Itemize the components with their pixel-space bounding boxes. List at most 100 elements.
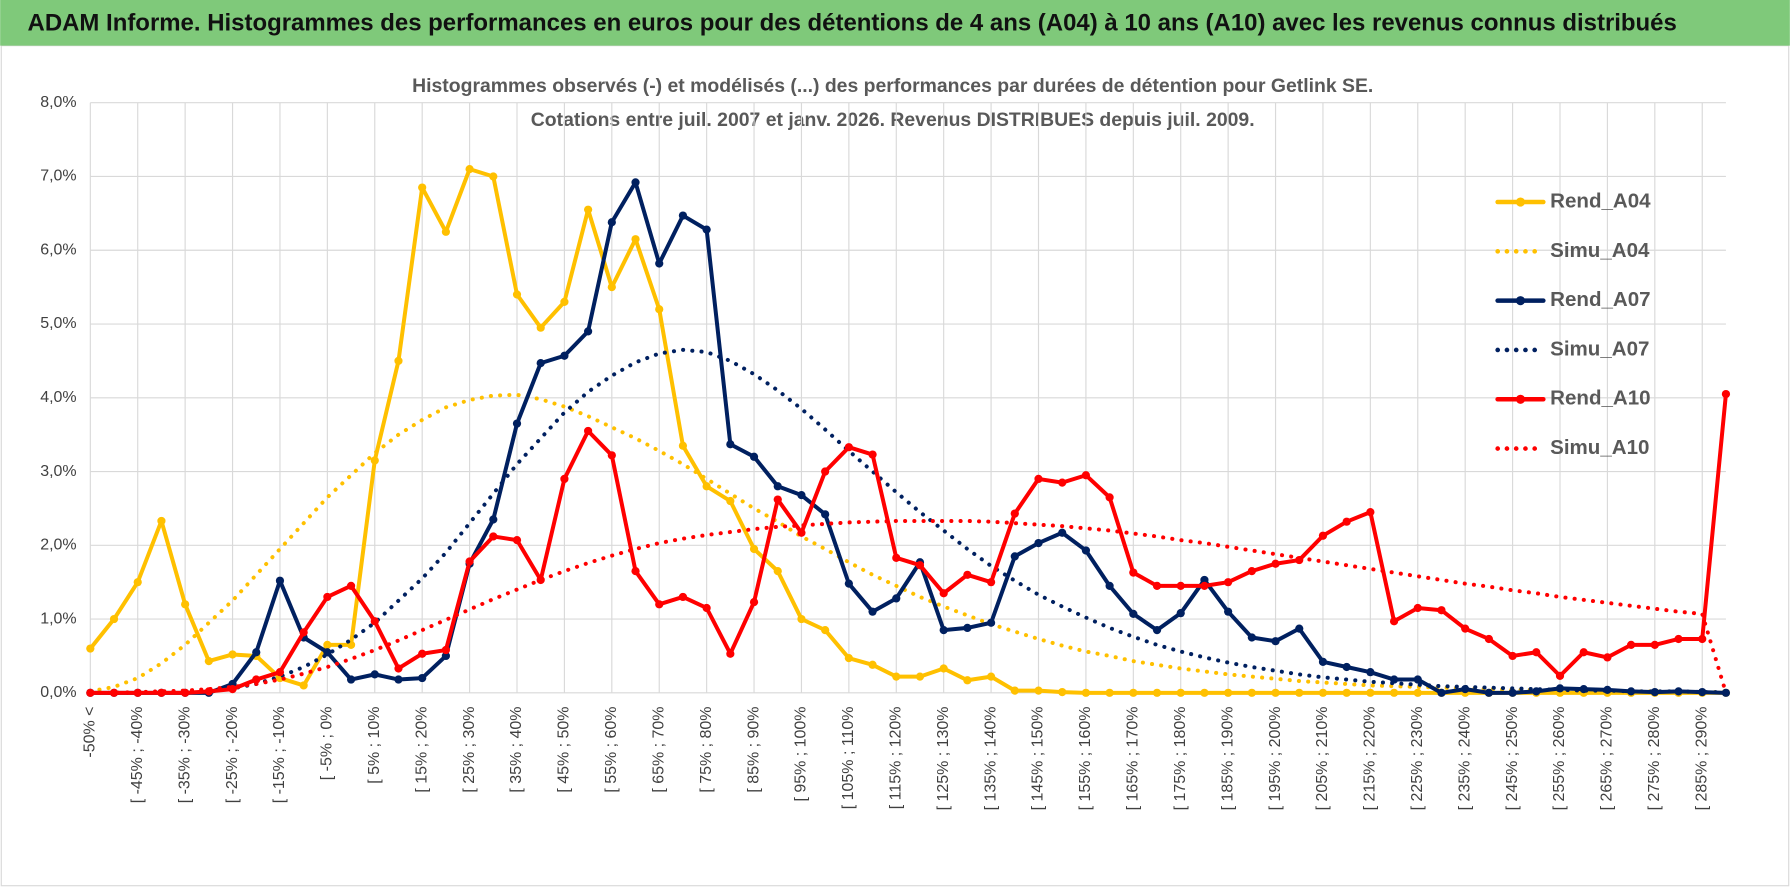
- x-tick-label: [ 45% ; 50%: [556, 707, 573, 793]
- legend-marker: [1515, 296, 1526, 306]
- data-point: [1295, 624, 1304, 633]
- data-point: [1200, 581, 1209, 590]
- data-point: [1034, 538, 1043, 548]
- data-point: [441, 651, 450, 661]
- chart-title: Histogrammes observés (-) et modélisés (…: [412, 75, 1373, 97]
- x-tick-label: [ 265% ; 270%: [1599, 707, 1616, 811]
- data-point: [797, 614, 806, 624]
- y-tick-label: 4,0%: [40, 389, 76, 406]
- x-tick-label: [ -45% ; -40%: [129, 707, 146, 804]
- data-point: [702, 225, 711, 234]
- data-point: [441, 645, 450, 655]
- data-point: [797, 491, 806, 500]
- data-point: [370, 670, 379, 679]
- x-tick-label: [ 155% ; 160%: [1077, 707, 1094, 811]
- data-point: [228, 650, 237, 659]
- data-point: [1650, 687, 1659, 697]
- data-point: [773, 567, 782, 576]
- x-tick-label: [ 205% ; 210%: [1314, 707, 1331, 811]
- series-line: [88, 392, 1728, 695]
- data-point: [1389, 688, 1399, 697]
- legend-label: Rend_A10: [1550, 387, 1650, 410]
- data-point: [1698, 634, 1707, 644]
- data-point: [512, 419, 522, 428]
- data-point: [1295, 688, 1304, 697]
- data-point: [418, 673, 427, 683]
- data-point: [892, 553, 901, 562]
- data-point: [1058, 528, 1067, 537]
- data-point: [1366, 668, 1375, 677]
- data-point: [1698, 687, 1707, 697]
- data-point: [939, 626, 948, 635]
- y-tick-label: 1,0%: [40, 610, 76, 627]
- x-tick-label: [ 235% ; 240%: [1456, 707, 1473, 811]
- data-point: [844, 443, 853, 452]
- header-bar: [0, 0, 1790, 46]
- data-point: [1318, 531, 1328, 540]
- data-point: [607, 451, 616, 460]
- data-point: [702, 482, 711, 491]
- legend-marker: [1515, 394, 1526, 404]
- data-point: [1721, 389, 1731, 399]
- data-point: [1508, 651, 1517, 661]
- x-tick-label: [ 95% ; 100%: [793, 707, 810, 802]
- data-point: [631, 567, 640, 576]
- data-point: [109, 688, 119, 697]
- data-point: [631, 235, 640, 244]
- data-point: [1224, 688, 1233, 697]
- x-tick-label: [ 75% ; 80%: [698, 707, 715, 793]
- data-point: [797, 528, 806, 537]
- data-point: [892, 672, 901, 681]
- data-point: [1555, 671, 1565, 680]
- data-point: [418, 649, 427, 658]
- data-point: [678, 441, 688, 450]
- x-tick-label: [ 85% ; 90%: [745, 707, 762, 793]
- x-tick-label: [ 225% ; 230%: [1409, 707, 1426, 811]
- data-point: [1342, 517, 1351, 526]
- x-tick-label: [ 145% ; 150%: [1030, 707, 1047, 811]
- data-point: [1413, 688, 1422, 697]
- chart-subtitle: Cotations entre juil. 2007 et janv. 2026…: [531, 109, 1255, 131]
- data-point: [1010, 686, 1019, 695]
- data-point: [394, 664, 403, 673]
- data-point: [1224, 607, 1233, 616]
- data-point: [939, 589, 948, 598]
- x-tick-label: [ 175% ; 180%: [1172, 707, 1189, 811]
- data-point: [1318, 657, 1328, 666]
- data-point: [1413, 675, 1422, 684]
- y-tick-label: 0,0%: [40, 684, 76, 701]
- data-point: [1058, 478, 1067, 487]
- x-tick-label: -50% <: [82, 707, 99, 758]
- data-point: [1603, 653, 1612, 662]
- y-tick-label: 6,0%: [40, 241, 76, 258]
- data-point: [1247, 688, 1256, 697]
- x-tick-label: [ 165% ; 170%: [1125, 707, 1142, 811]
- data-point: [1366, 688, 1375, 697]
- data-point: [1532, 648, 1541, 657]
- data-point: [584, 327, 593, 336]
- data-point: [1081, 471, 1091, 480]
- data-point: [1508, 688, 1517, 697]
- data-point: [1034, 686, 1043, 695]
- data-point: [1318, 688, 1328, 697]
- data-point: [678, 211, 688, 220]
- data-point: [868, 607, 877, 616]
- data-point: [939, 664, 948, 673]
- data-point: [560, 297, 569, 306]
- data-point: [1152, 581, 1162, 590]
- data-point: [1247, 633, 1256, 642]
- data-point: [655, 305, 664, 314]
- data-point: [1129, 568, 1138, 577]
- data-point: [1105, 688, 1114, 697]
- data-point: [1247, 567, 1256, 576]
- data-point: [607, 283, 616, 292]
- data-point: [986, 618, 996, 627]
- data-point: [346, 581, 356, 590]
- data-point: [726, 496, 735, 506]
- data-point: [1484, 634, 1493, 644]
- data-point: [1058, 687, 1067, 697]
- series-line: [88, 518, 1728, 695]
- x-tick-label: [ 105% ; 110%: [840, 707, 857, 810]
- x-tick-label: [ 185% ; 190%: [1219, 707, 1236, 811]
